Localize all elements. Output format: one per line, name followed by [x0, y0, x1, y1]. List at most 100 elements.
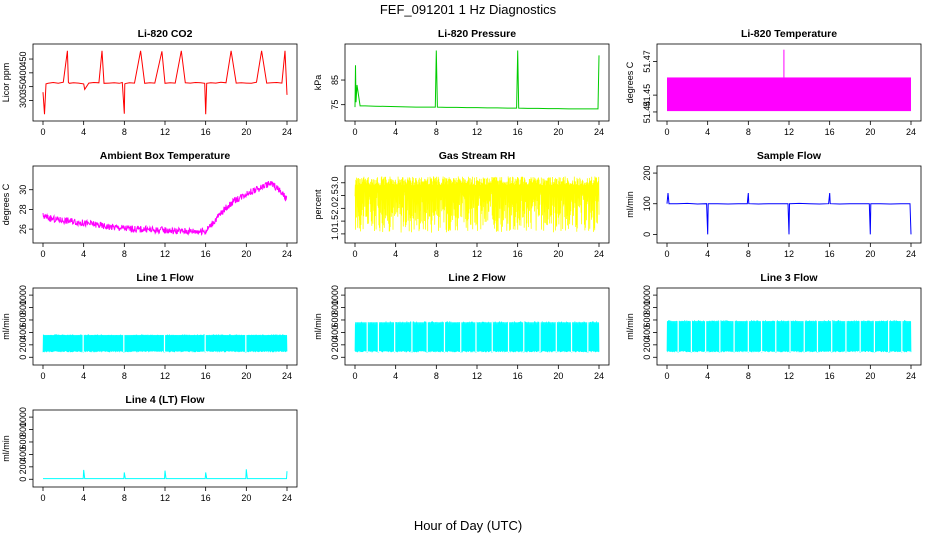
y-axis-label: ml/min	[625, 191, 635, 218]
y-axis-label: ml/min	[625, 313, 635, 340]
x-tick-label: 4	[705, 127, 710, 137]
panel-7: Line 1 Flow ml/min 0 4 8 12 16 20 24 0 20040060080…	[1, 272, 298, 381]
data-line	[42, 50, 288, 115]
data-band	[667, 77, 911, 112]
data-line	[43, 469, 288, 480]
panel-title: Gas Stream RH	[439, 150, 515, 162]
x-tick-label: 20	[553, 249, 563, 259]
y-tick-label: 51.44	[642, 101, 652, 124]
data-line	[666, 192, 912, 235]
y-tick-label: 450	[18, 52, 28, 67]
panel-6: Sample Flow ml/min 0 4 8 12 16 20 24 0 100 200	[625, 150, 922, 259]
panel-1: Li-820 CO2 Licor ppm 0 4 8 12 16 20 24 3003504004…	[1, 28, 298, 137]
y-tick-label: 200	[330, 337, 340, 352]
panel-title: Li-820 CO2	[138, 28, 193, 40]
x-tick-label: 16	[201, 249, 211, 259]
x-tick-label: 20	[865, 127, 875, 137]
x-tick-label: 24	[906, 127, 916, 137]
x-tick-label: 12	[784, 371, 794, 381]
x-tick-label: 16	[825, 249, 835, 259]
y-tick-label: 0	[642, 232, 652, 237]
y-tick-label: 85	[330, 75, 340, 85]
x-tick-label: 16	[201, 371, 211, 381]
x-tick-label: 16	[513, 249, 523, 259]
x-tick-label: 8	[434, 371, 439, 381]
x-tick-label: 16	[513, 127, 523, 137]
y-tick-label: 0	[18, 477, 28, 482]
x-tick-label: 8	[122, 493, 127, 503]
y-tick-label: 300	[18, 93, 28, 108]
x-tick-label: 16	[513, 371, 523, 381]
data-line	[354, 176, 600, 233]
y-tick-label: 30	[18, 185, 28, 195]
x-tick-label: 20	[865, 371, 875, 381]
y-tick-label: 200	[18, 459, 28, 474]
x-tick-label: 0	[352, 127, 357, 137]
x-tick-label: 12	[160, 249, 170, 259]
y-tick-label: 3.0	[330, 177, 340, 190]
panel-title: Li-820 Pressure	[438, 28, 516, 40]
x-tick-label: 0	[352, 249, 357, 259]
y-tick-label: 800	[18, 422, 28, 437]
y-axis-label: percent	[313, 189, 323, 220]
x-tick-label: 8	[746, 371, 751, 381]
x-tick-label: 8	[122, 249, 127, 259]
panel-title: Li-820 Temperature	[741, 28, 837, 40]
y-tick-label: 600	[18, 312, 28, 327]
panel-frame	[32, 287, 298, 366]
y-tick-label: 1.0	[330, 228, 340, 241]
y-axis-label: ml/min	[1, 435, 11, 462]
y-tick-label: 400	[330, 325, 340, 340]
panel-8: Line 2 Flow ml/min 0 4 8 12 16 20 24 0 20040060080…	[313, 272, 610, 381]
x-tick-label: 12	[472, 371, 482, 381]
x-tick-label: 12	[160, 493, 170, 503]
x-tick-label: 16	[825, 371, 835, 381]
y-tick-label: 1000	[330, 285, 340, 305]
y-axis-label: ml/min	[313, 313, 323, 340]
y-tick-label: 400	[18, 65, 28, 80]
y-tick-label: 200	[18, 337, 28, 352]
x-tick-label: 12	[160, 127, 170, 137]
data-line	[354, 50, 600, 110]
data-line	[666, 319, 912, 353]
panel-title: Sample Flow	[757, 150, 822, 162]
x-tick-label: 4	[81, 127, 86, 137]
x-tick-label: 24	[906, 371, 916, 381]
y-tick-label: 1.5	[330, 215, 340, 228]
x-tick-label: 4	[81, 371, 86, 381]
page-title: FEF_091201 1 Hz Diagnostics	[379, 2, 557, 17]
y-axis-label: degrees C	[1, 183, 11, 225]
x-tick-label: 4	[81, 493, 86, 503]
x-tick-label: 0	[664, 371, 669, 381]
x-tick-label: 4	[393, 249, 398, 259]
x-tick-label: 20	[553, 371, 563, 381]
x-tick-label: 12	[472, 249, 482, 259]
x-tick-label: 24	[594, 371, 604, 381]
x-tick-label: 12	[160, 371, 170, 381]
x-tick-label: 8	[434, 249, 439, 259]
y-tick-label: 600	[642, 312, 652, 327]
x-tick-label: 20	[241, 249, 251, 259]
x-tick-label: 24	[282, 493, 292, 503]
y-tick-label: 600	[330, 312, 340, 327]
y-tick-label: 350	[18, 79, 28, 94]
x-tick-label: 4	[81, 249, 86, 259]
x-tick-label: 0	[40, 127, 45, 137]
x-tick-label: 0	[664, 249, 669, 259]
panel-title: Line 2 Flow	[448, 272, 506, 284]
y-tick-label: 200	[642, 166, 652, 181]
y-tick-label: 1000	[18, 407, 28, 427]
panel-3: Li-820 Temperature degrees C 0 4 8 12 16 20 24 51…	[625, 28, 922, 137]
panel-4: Ambient Box Temperature degrees C 0 4 8 12 16 2…	[1, 150, 298, 259]
y-tick-label: 0	[18, 355, 28, 360]
x-tick-label: 4	[393, 127, 398, 137]
x-tick-label: 0	[40, 371, 45, 381]
y-tick-label: 800	[642, 300, 652, 315]
x-tick-label: 20	[241, 493, 251, 503]
y-axis-label: Licor ppm	[1, 63, 11, 103]
panel-frame	[344, 43, 610, 122]
x-tick-label: 20	[865, 249, 875, 259]
x-tick-label: 8	[122, 127, 127, 137]
x-tick-label: 20	[241, 127, 251, 137]
